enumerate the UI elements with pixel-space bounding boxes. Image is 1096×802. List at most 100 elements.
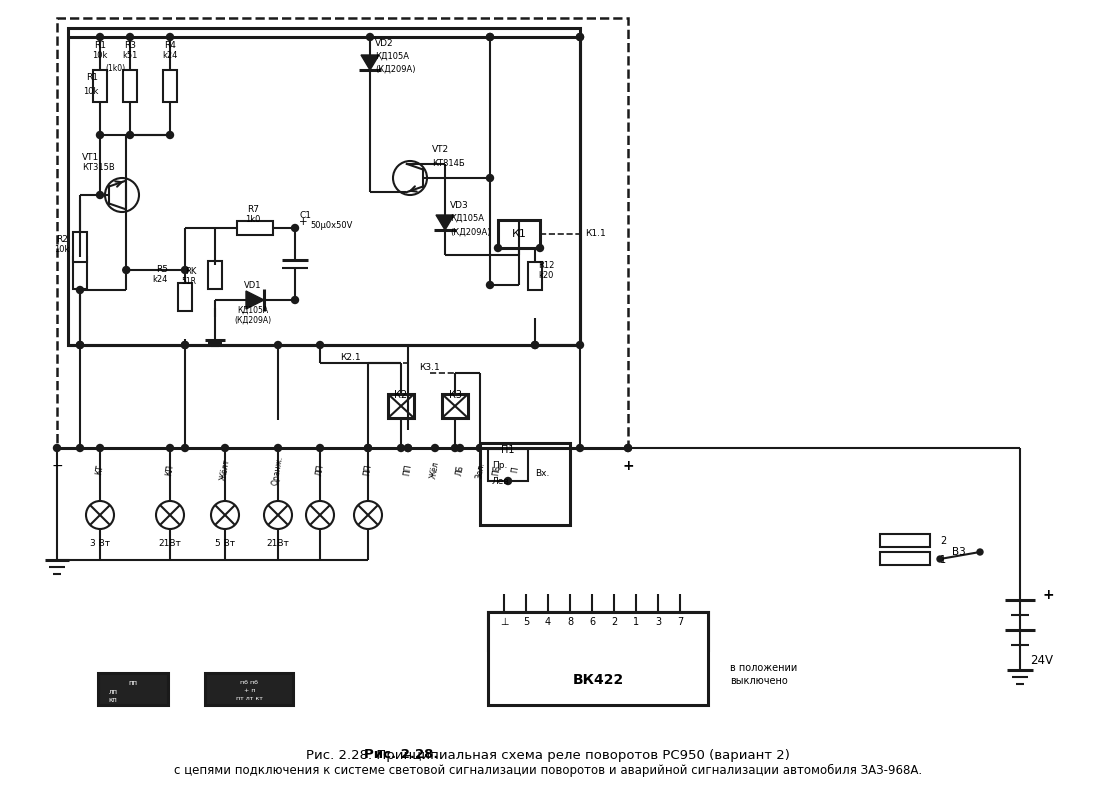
Text: К3.1: К3.1 xyxy=(420,363,441,372)
Circle shape xyxy=(365,444,372,452)
Bar xyxy=(98,673,168,705)
Text: VD3: VD3 xyxy=(450,200,469,209)
Text: R1: R1 xyxy=(94,40,106,50)
Circle shape xyxy=(182,266,189,273)
Text: k20: k20 xyxy=(538,272,553,281)
Text: пп: пп xyxy=(128,680,137,686)
Bar xyxy=(205,673,293,705)
Text: КД105А: КД105А xyxy=(450,213,484,222)
Text: VT1: VT1 xyxy=(82,153,100,163)
Text: R12: R12 xyxy=(538,261,555,269)
Circle shape xyxy=(167,34,173,40)
Text: R1: R1 xyxy=(85,74,98,83)
Circle shape xyxy=(292,225,298,232)
Bar xyxy=(237,221,273,235)
Circle shape xyxy=(123,266,129,273)
Text: пт лт кт: пт лт кт xyxy=(236,695,262,700)
Bar xyxy=(208,261,222,289)
Circle shape xyxy=(398,444,404,452)
Bar xyxy=(488,612,708,650)
Text: k24: k24 xyxy=(152,276,168,285)
Circle shape xyxy=(366,34,374,40)
Bar xyxy=(93,70,107,102)
Bar xyxy=(880,552,931,565)
Text: 10k: 10k xyxy=(55,245,70,254)
Text: К1.1: К1.1 xyxy=(585,229,606,238)
Text: К2.1: К2.1 xyxy=(340,354,361,363)
Text: ПП: ПП xyxy=(402,464,413,476)
Text: C1: C1 xyxy=(299,210,311,220)
Text: Жёлт: Жёлт xyxy=(218,458,231,482)
Text: КД105А: КД105А xyxy=(238,306,269,314)
Text: 5: 5 xyxy=(523,617,529,627)
Text: 7: 7 xyxy=(677,617,683,627)
Text: VD2: VD2 xyxy=(375,38,393,47)
Bar xyxy=(388,394,414,418)
Circle shape xyxy=(365,444,372,452)
Text: 2: 2 xyxy=(940,536,946,546)
Text: +: + xyxy=(1042,588,1053,602)
Circle shape xyxy=(576,444,583,452)
Circle shape xyxy=(487,175,493,181)
Circle shape xyxy=(432,444,438,452)
Text: П1: П1 xyxy=(501,445,515,455)
Circle shape xyxy=(306,501,334,529)
Circle shape xyxy=(404,444,411,452)
Text: VD1: VD1 xyxy=(244,281,262,290)
Bar xyxy=(73,257,87,289)
Circle shape xyxy=(85,501,114,529)
Text: 51R: 51R xyxy=(181,277,196,286)
Text: R5: R5 xyxy=(156,265,168,274)
Circle shape xyxy=(576,342,583,349)
Text: Жёл: Жёл xyxy=(429,460,441,480)
Text: КП: КП xyxy=(164,464,175,476)
Circle shape xyxy=(625,444,631,452)
Text: выключено: выключено xyxy=(730,676,788,686)
Text: КТ: КТ xyxy=(94,464,105,476)
Circle shape xyxy=(156,501,184,529)
Text: 24V: 24V xyxy=(1030,654,1053,666)
Circle shape xyxy=(393,161,427,195)
Text: Рис. 2.28. Принципиальная схема реле поворотов РС950 (вариант 2): Рис. 2.28. Принципиальная схема реле пов… xyxy=(306,748,790,762)
Circle shape xyxy=(625,444,631,452)
Text: + п: + п xyxy=(242,687,255,692)
Text: 6: 6 xyxy=(589,617,595,627)
Circle shape xyxy=(221,444,228,452)
Circle shape xyxy=(96,132,103,139)
Text: (КД209А): (КД209А) xyxy=(375,64,415,74)
Text: (1k0): (1k0) xyxy=(105,63,125,72)
Circle shape xyxy=(532,342,538,349)
Text: КТ315В: КТ315В xyxy=(82,164,115,172)
Text: (КД209А): (КД209А) xyxy=(450,228,491,237)
Circle shape xyxy=(504,477,512,484)
Circle shape xyxy=(493,444,501,452)
Text: R3: R3 xyxy=(124,40,136,50)
Bar xyxy=(488,449,528,481)
Text: с цепями подключения к системе световой сигнализации поворотов и аварийной сигна: с цепями подключения к системе световой … xyxy=(174,764,922,776)
Bar xyxy=(57,18,628,448)
Bar xyxy=(73,232,87,262)
Text: Оранж.: Оранж. xyxy=(271,455,285,485)
Text: КД105А: КД105А xyxy=(375,51,409,60)
Text: ЛБ: ЛБ xyxy=(455,464,466,476)
Bar xyxy=(442,394,468,418)
Circle shape xyxy=(96,192,103,199)
Text: Вх.: Вх. xyxy=(535,468,549,477)
Text: k24: k24 xyxy=(162,51,178,59)
Circle shape xyxy=(54,444,60,452)
Text: 3: 3 xyxy=(655,617,661,627)
Text: Рис. 2.28.: Рис. 2.28. xyxy=(364,748,438,762)
Circle shape xyxy=(354,501,383,529)
Circle shape xyxy=(77,342,83,349)
Text: ⊥: ⊥ xyxy=(500,617,509,627)
Circle shape xyxy=(182,342,189,349)
Bar xyxy=(480,443,570,525)
Circle shape xyxy=(77,342,83,349)
Text: лп: лп xyxy=(109,689,117,695)
Circle shape xyxy=(487,34,493,40)
Circle shape xyxy=(576,34,583,40)
Text: (КД209А): (КД209А) xyxy=(235,315,272,325)
Circle shape xyxy=(105,178,139,212)
Text: k51: k51 xyxy=(123,51,138,59)
Bar xyxy=(528,262,543,290)
